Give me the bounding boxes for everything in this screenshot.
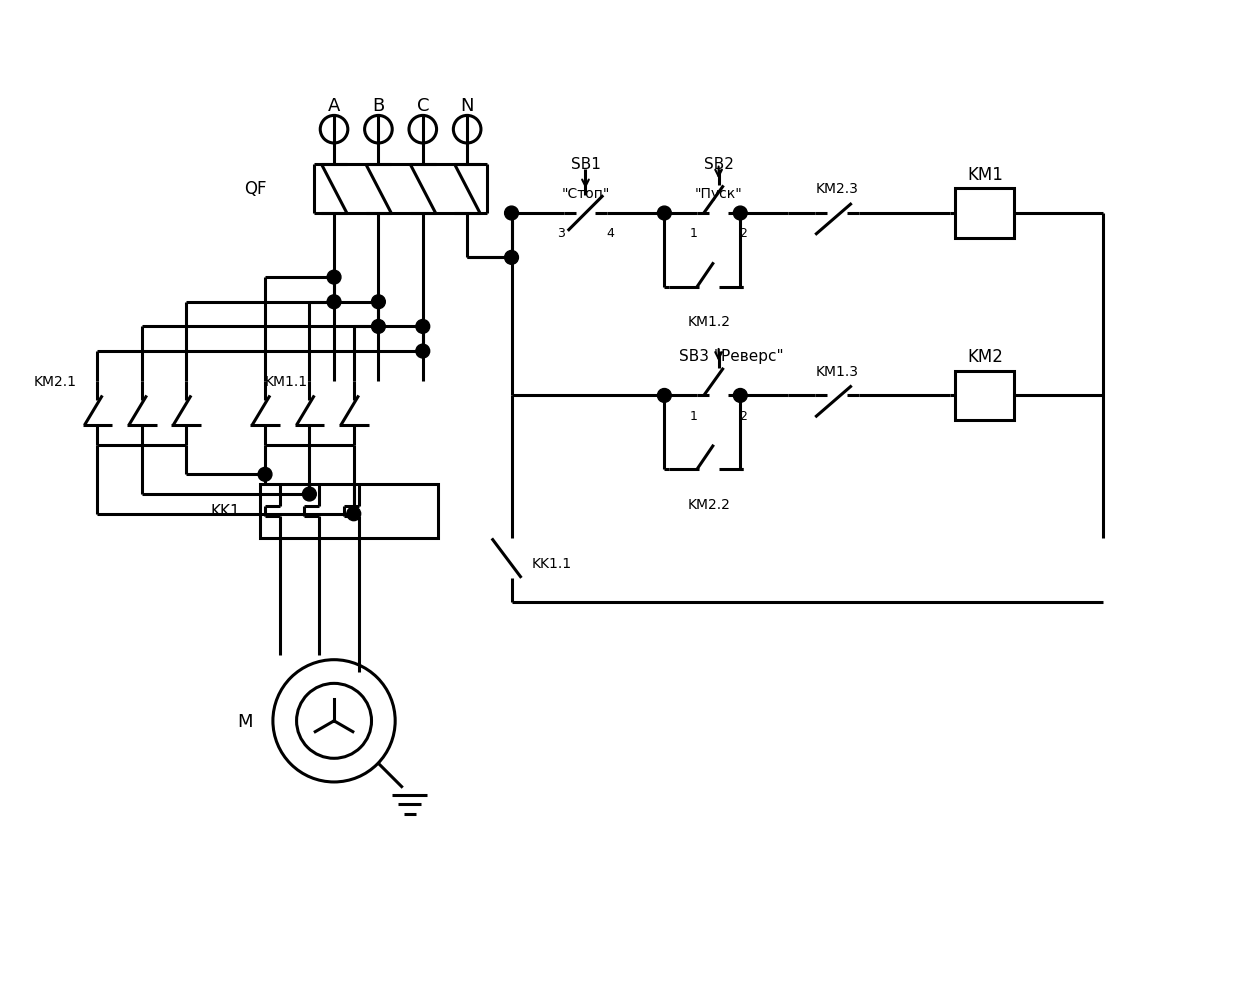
Text: 3: 3 xyxy=(556,227,565,240)
Text: KM2.3: KM2.3 xyxy=(815,182,859,196)
Text: 2: 2 xyxy=(740,227,747,240)
Circle shape xyxy=(347,507,361,521)
Circle shape xyxy=(733,207,747,221)
Text: SB1: SB1 xyxy=(570,157,601,172)
Bar xyxy=(955,189,1015,239)
Text: SB3 "Реверс": SB3 "Реверс" xyxy=(679,349,784,364)
Text: 4: 4 xyxy=(606,227,615,240)
Bar xyxy=(260,485,437,539)
Text: C: C xyxy=(416,96,429,114)
Text: KM2.1: KM2.1 xyxy=(33,375,77,389)
Text: SB2: SB2 xyxy=(704,157,733,172)
Circle shape xyxy=(416,320,430,334)
Text: KM1.3: KM1.3 xyxy=(815,365,859,379)
Bar xyxy=(955,372,1015,420)
Circle shape xyxy=(504,251,518,265)
Circle shape xyxy=(658,389,672,403)
Text: "Пуск": "Пуск" xyxy=(695,187,742,201)
Circle shape xyxy=(372,295,385,309)
Text: KM1.2: KM1.2 xyxy=(688,315,730,329)
Text: N: N xyxy=(461,96,473,114)
Text: KK1: KK1 xyxy=(211,504,240,519)
Text: M: M xyxy=(238,712,253,730)
Text: B: B xyxy=(372,96,384,114)
Circle shape xyxy=(372,320,385,334)
Text: KM2: KM2 xyxy=(966,348,1002,366)
Circle shape xyxy=(733,389,747,403)
Text: QF: QF xyxy=(244,180,266,198)
Circle shape xyxy=(327,271,341,284)
Circle shape xyxy=(658,207,672,221)
Text: "Стоп": "Стоп" xyxy=(561,187,610,201)
Circle shape xyxy=(327,295,341,309)
Circle shape xyxy=(504,207,518,221)
Text: KK1.1: KK1.1 xyxy=(532,557,571,571)
Circle shape xyxy=(302,488,316,501)
Text: KM1.1: KM1.1 xyxy=(265,375,309,389)
Text: 2: 2 xyxy=(740,410,747,422)
Circle shape xyxy=(258,468,271,482)
Text: 1: 1 xyxy=(690,410,698,422)
Text: KM1: KM1 xyxy=(966,165,1002,183)
Circle shape xyxy=(416,345,430,359)
Text: 1: 1 xyxy=(690,227,698,240)
Text: A: A xyxy=(328,96,341,114)
Text: KM2.2: KM2.2 xyxy=(688,497,730,511)
